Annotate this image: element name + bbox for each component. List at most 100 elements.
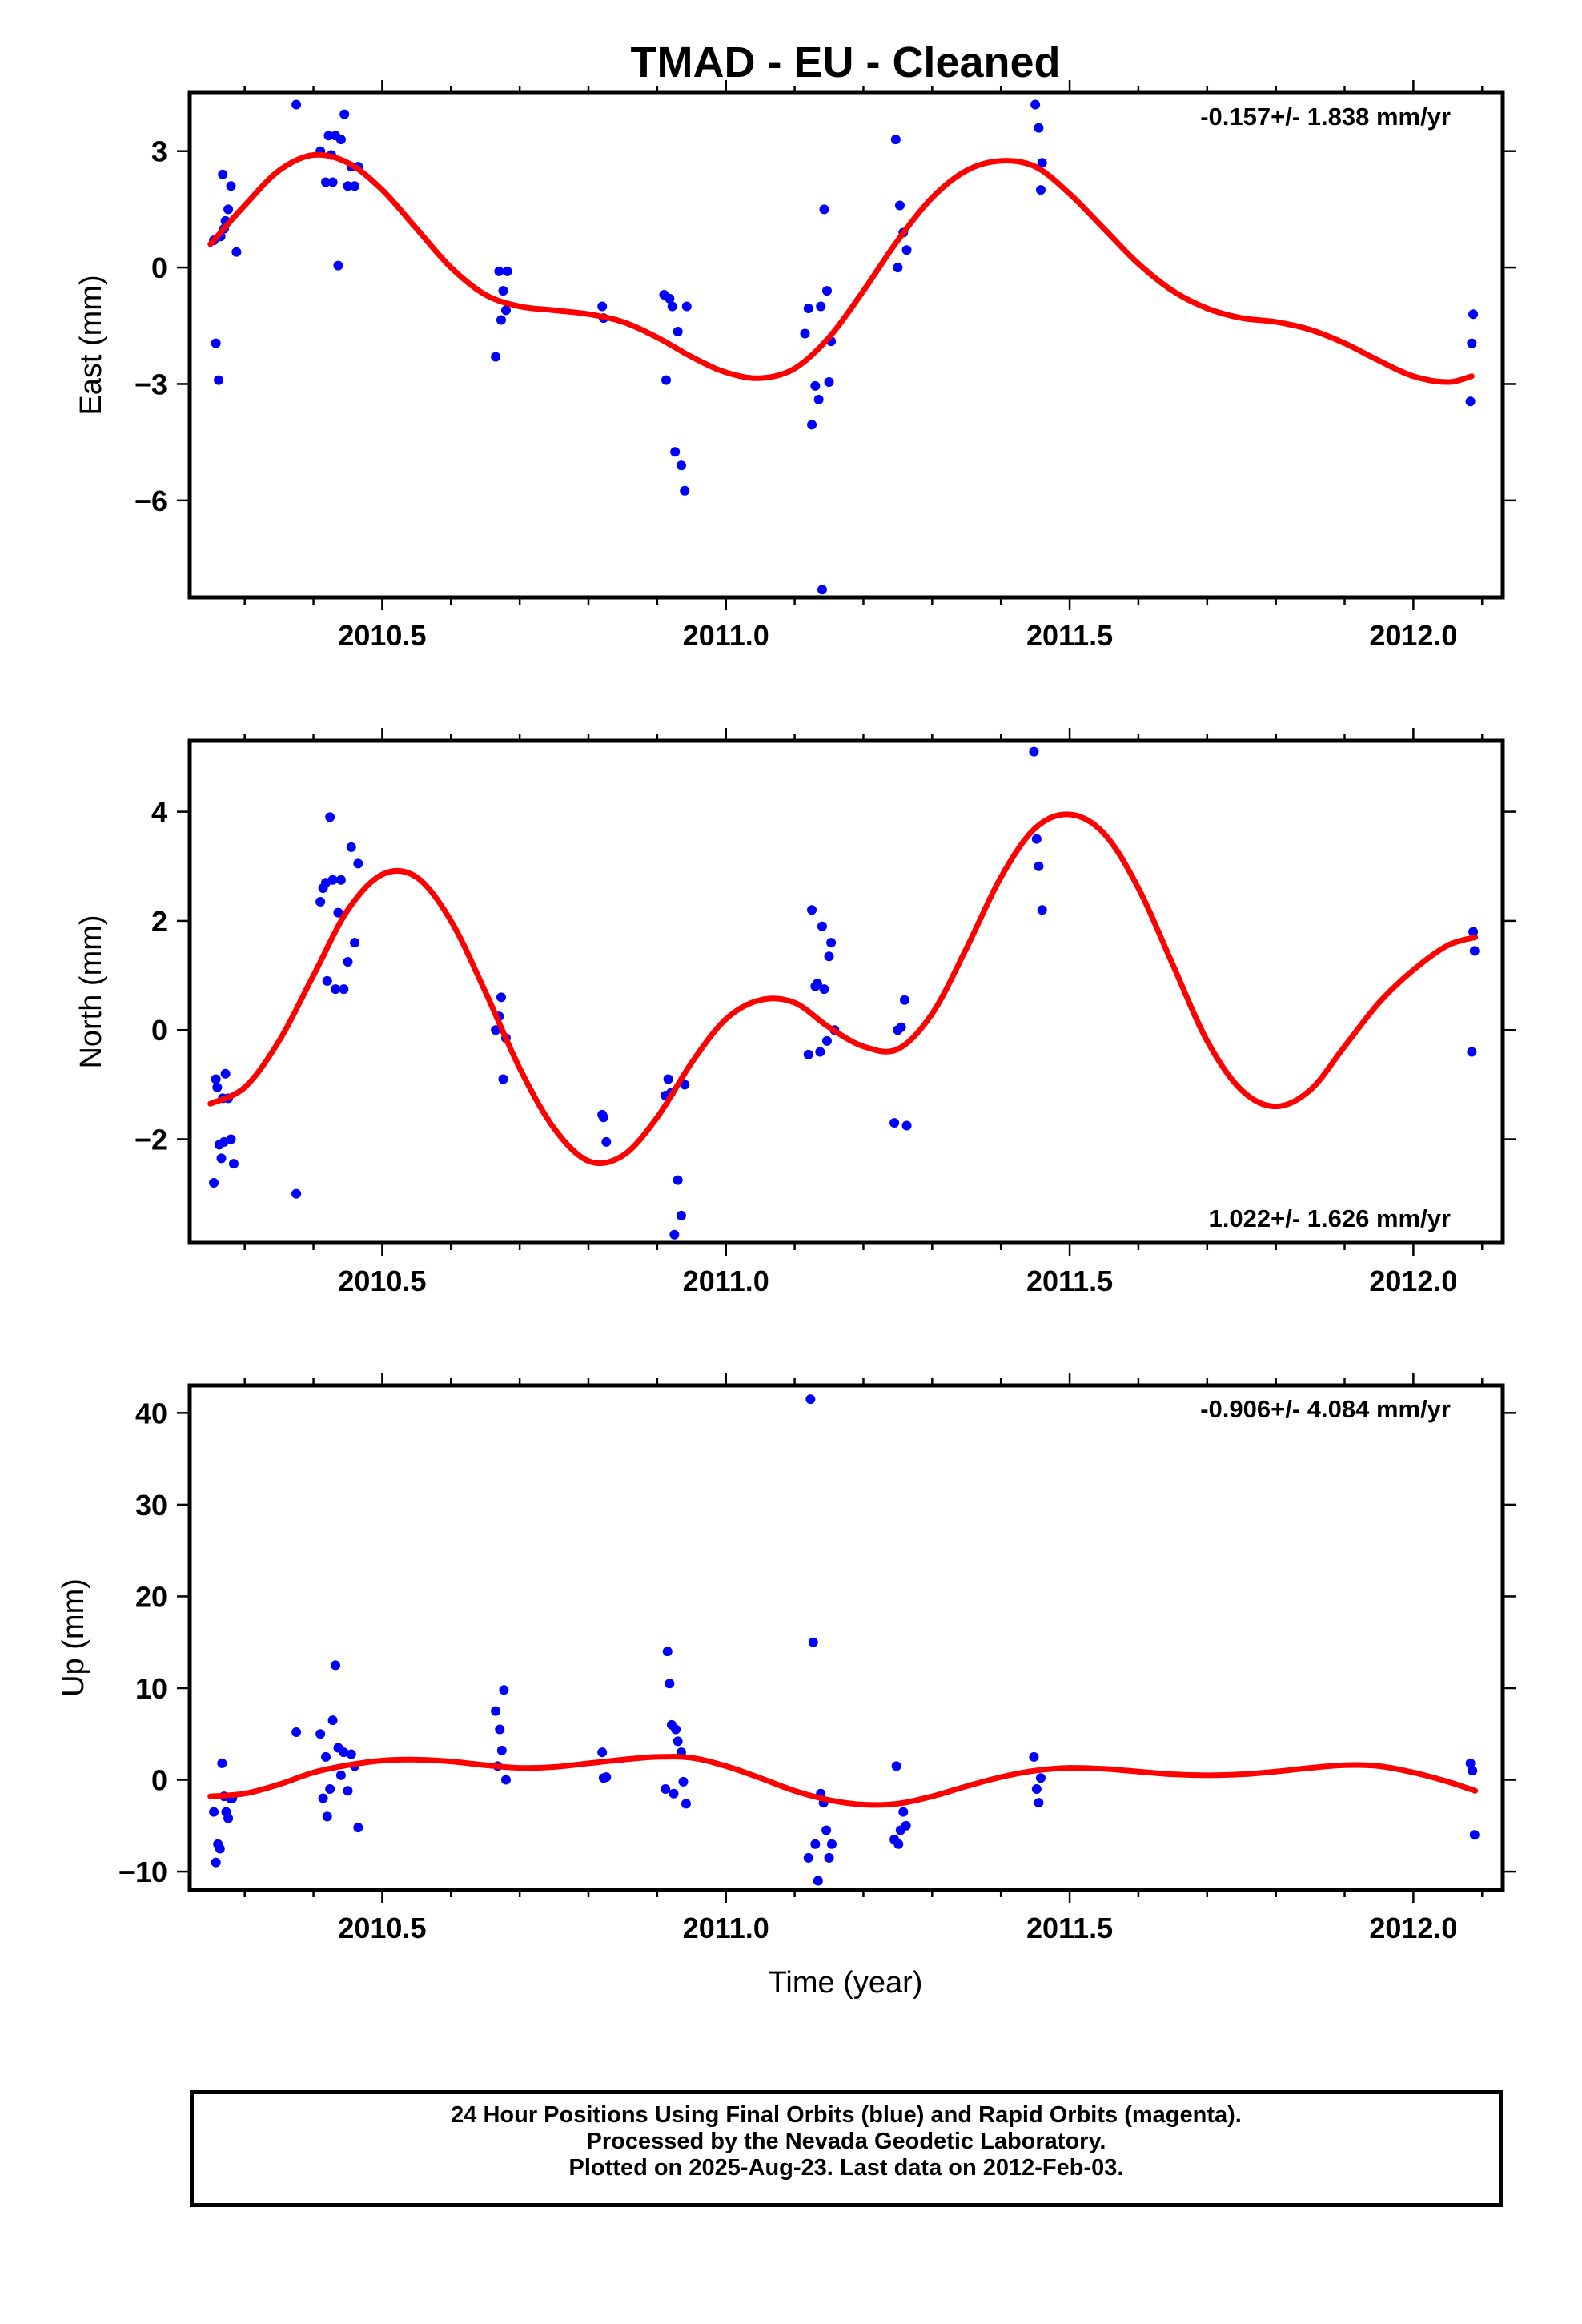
up-plot-area: [207, 1394, 1480, 1886]
north-data-point: [819, 984, 829, 995]
up-data-point: [211, 1857, 221, 1868]
caption-line-2: Processed by the Nevada Geodetic Laborat…: [586, 2129, 1106, 2154]
north-data-point: [815, 1047, 825, 1057]
east-data-point: [494, 266, 504, 276]
north-xtick-label: 2012.0: [1369, 1265, 1457, 1297]
east-data-point: [502, 266, 512, 276]
up-data-point: [893, 1839, 904, 1849]
north-data-point: [1469, 946, 1480, 956]
north-data-point: [812, 979, 822, 989]
up-data-point: [662, 1647, 673, 1657]
east-data-point: [1468, 309, 1479, 320]
up-data-point: [826, 1839, 837, 1849]
up-data-point: [327, 1715, 338, 1726]
east-data-point: [824, 377, 834, 388]
up-data-point: [661, 1784, 671, 1794]
up-data-point: [813, 1876, 823, 1886]
east-data-point: [211, 338, 221, 348]
up-data-point: [1034, 1798, 1044, 1808]
up-data-point: [1465, 1758, 1476, 1768]
north-ytick-label: 2: [151, 905, 167, 938]
up-data-point: [223, 1813, 234, 1823]
east-data-point: [1034, 123, 1044, 133]
up-xtick-label: 2011.0: [683, 1912, 769, 1944]
up-data-point: [209, 1807, 219, 1817]
up-data-point: [318, 1793, 328, 1803]
east-data-point: [1465, 396, 1476, 407]
east-data-point: [597, 301, 608, 312]
north-data-point: [322, 975, 332, 986]
east-data-point: [816, 301, 826, 312]
north-ytick-label: 4: [151, 796, 167, 829]
east-data-point: [667, 301, 677, 312]
east-ytick-label: 0: [151, 251, 167, 284]
up-data-point: [597, 1747, 608, 1758]
east-data-point: [321, 177, 331, 187]
east-data-point: [218, 169, 228, 179]
north-data-point: [220, 1068, 231, 1079]
north-data-point: [212, 1082, 223, 1092]
north-data-point: [496, 992, 506, 1003]
east-data-point: [496, 315, 506, 325]
up-ylabel: Up (mm): [57, 1578, 90, 1697]
north-data-point: [1468, 927, 1479, 937]
up-data-point: [322, 1811, 332, 1822]
north-xtick-label: 2010.5: [338, 1265, 426, 1297]
up-ytick-label: 40: [135, 1397, 167, 1429]
up-data-point: [1468, 1766, 1478, 1776]
east-fit-line: [207, 151, 1475, 385]
up-data-point: [315, 1729, 326, 1739]
north-xtick-label: 2011.5: [1026, 1265, 1113, 1297]
east-data-point: [333, 260, 343, 271]
north-data-point: [331, 984, 341, 995]
up-data-point: [805, 1394, 816, 1405]
up-data-point: [1029, 1751, 1039, 1762]
north-data-point: [807, 905, 817, 915]
east-data-point: [1467, 338, 1477, 348]
north-data-point: [350, 938, 360, 948]
east-data-point: [350, 181, 360, 191]
east-data-point: [231, 247, 242, 257]
east-ytick-label: −3: [135, 368, 167, 400]
x-axis-label: Time (year): [769, 1966, 923, 2000]
north-data-point: [226, 1134, 236, 1144]
up-data-point: [665, 1679, 675, 1689]
east-data-point: [214, 375, 224, 385]
north-data-point: [663, 1074, 673, 1084]
north-data-point: [824, 951, 834, 962]
north-data-point: [826, 938, 837, 948]
up-data-point: [346, 1749, 356, 1759]
up-data-point: [808, 1637, 818, 1647]
east-ytick-label: −6: [135, 485, 167, 517]
up-ytick-label: 0: [151, 1764, 167, 1797]
east-data-point: [676, 460, 686, 471]
north-data-point: [901, 1120, 912, 1131]
up-data-point: [669, 1788, 679, 1799]
north-data-point: [889, 1118, 900, 1128]
chart-title: TMAD - EU - Cleaned: [630, 38, 1060, 86]
east-xtick-label: 2012.0: [1369, 619, 1457, 652]
north-rate-label: 1.022+/- 1.626 mm/yr: [1209, 1204, 1451, 1232]
east-data-point: [343, 181, 353, 191]
north-xtick-label: 2011.0: [683, 1265, 769, 1297]
up-ytick-label: 20: [135, 1580, 167, 1613]
caption-line-1: 24 Hour Positions Using Final Orbits (bl…: [451, 2102, 1242, 2128]
up-data-point: [681, 1799, 691, 1809]
up-data-point: [803, 1852, 813, 1863]
north-data-point: [1029, 746, 1039, 757]
up-data-point: [495, 1724, 505, 1735]
east-xtick-label: 2011.0: [683, 619, 769, 652]
up-data-point: [671, 1724, 681, 1735]
caption-box: 24 Hour Positions Using Final Orbits (bl…: [190, 2090, 1503, 2207]
up-rate-label: -0.906+/- 4.084 mm/yr: [1200, 1395, 1451, 1423]
north-fit-line: [207, 811, 1479, 1167]
up-data-point: [496, 1745, 507, 1755]
east-data-point: [681, 301, 692, 312]
up-data-point: [1031, 1784, 1042, 1794]
up-data-point: [601, 1772, 612, 1783]
east-rate-label: -0.157+/- 1.838 mm/yr: [1200, 103, 1451, 131]
up-data-point: [339, 1747, 349, 1758]
east-data-point: [817, 585, 827, 595]
